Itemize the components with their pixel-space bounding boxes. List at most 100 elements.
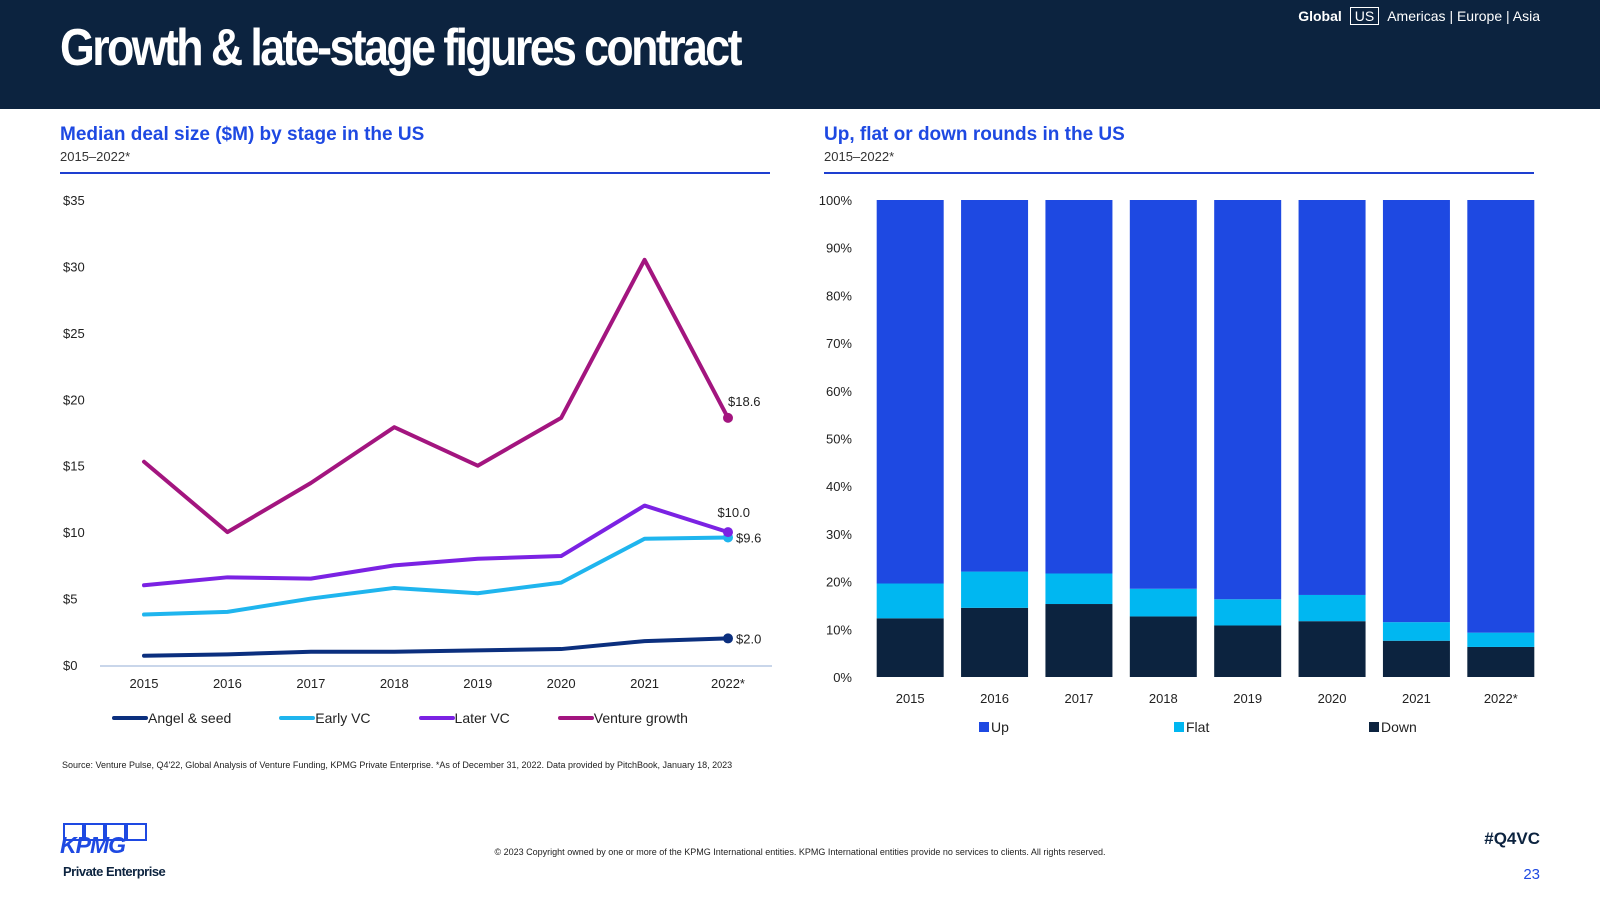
bar-segment-down <box>1467 646 1535 677</box>
legend-label: Up <box>991 719 1009 735</box>
bar-segment-down <box>961 607 1029 677</box>
legend-swatch <box>979 722 989 732</box>
line-chart: $0 $5 $10 $15 $20 $25 $30 $35 2015 2016 2017 2018 20… <box>63 193 772 691</box>
header-bar: Growth & late-stage figures contract Glo… <box>0 0 1600 109</box>
y-tick-label: 100% <box>819 193 853 208</box>
x-tick-label: 2022* <box>711 676 745 691</box>
bar-segment-flat <box>1045 573 1113 605</box>
copyright-text: © 2023 Copyright owned by one or more of… <box>494 847 1106 857</box>
x-tick-label: 2019 <box>463 676 492 691</box>
x-tick-label: 2015 <box>896 691 925 706</box>
bar-segment-flat <box>1129 588 1197 617</box>
x-tick-label: 2016 <box>980 691 1009 706</box>
y-tick-label: 40% <box>826 479 852 494</box>
legend-item-early-vc: Early VC <box>279 710 371 726</box>
bar-segment-up <box>1129 200 1197 589</box>
hashtag: #Q4VC <box>1484 829 1540 848</box>
bar-segment-flat <box>876 583 944 619</box>
line-chart-legend: Angel & seed Early VC Later VC Venture grow… <box>112 710 736 726</box>
bar-segment-down <box>876 618 944 677</box>
data-label-later-vc: $10.0 <box>717 505 750 520</box>
data-point-later-vc <box>723 527 733 538</box>
bar-segment-flat <box>1467 632 1535 647</box>
bar-segment-flat <box>1298 594 1366 622</box>
x-tick-label: 2017 <box>1064 691 1093 706</box>
series-line-later-vc <box>142 503 730 588</box>
bar-segment-up <box>961 200 1029 572</box>
y-tick-label: $25 <box>63 326 85 341</box>
bar-chart-rule <box>824 172 1534 174</box>
y-tick-label: 20% <box>826 575 852 590</box>
y-tick-label: $20 <box>63 392 85 407</box>
x-tick-label: 2018 <box>380 676 409 691</box>
bar-chart-legend: Up Flat Down <box>979 719 1564 735</box>
y-tick-label: 0% <box>833 670 852 685</box>
legend-swatch <box>418 716 455 720</box>
y-tick-label: 80% <box>826 288 852 303</box>
bar-chart-subtitle: 2015–2022* <box>824 149 895 164</box>
legend-label: Flat <box>1186 719 1210 735</box>
legend-item-up: Up <box>979 719 1174 735</box>
bar-segment-flat <box>961 571 1029 608</box>
line-chart-rule <box>60 172 770 174</box>
line-chart-subtitle: 2015–2022* <box>60 149 131 164</box>
bar-segment-down <box>1045 604 1113 677</box>
y-tick-label: $0 <box>63 658 77 673</box>
legend-swatch <box>112 716 148 720</box>
data-label-angel-seed: $2.0 <box>736 631 761 646</box>
y-tick-label: 60% <box>826 384 852 399</box>
y-tick-label: 70% <box>826 336 852 351</box>
legend-item-angel-seed: Angel & seed <box>112 710 231 726</box>
series-line-angel-seed <box>142 636 730 658</box>
nav-us-link[interactable]: US <box>1349 7 1380 25</box>
legend-label: Angel & seed <box>148 710 232 726</box>
bar-segment-up <box>1467 200 1535 633</box>
bar-segment-down <box>1129 616 1197 677</box>
region-nav: Global US Americas | Europe | Asia <box>1298 7 1540 25</box>
bar-segment-up <box>1214 200 1282 600</box>
bar-chart: 0% 10% 20% 30% 40% 50% 60% 70% 80% 90% 100% 2015 201… <box>819 193 1535 706</box>
source-note: Source: Venture Pulse, Q4'22, Global Ana… <box>62 760 733 770</box>
y-tick-label: $30 <box>63 259 85 274</box>
x-tick-label: 2020 <box>547 676 576 691</box>
x-tick-label: 2021 <box>1402 691 1431 706</box>
svg-text:KPMG: KPMG <box>60 832 126 858</box>
legend-label: Early VC <box>315 710 371 726</box>
data-label-venture-growth: $18.6 <box>728 394 761 409</box>
x-tick-label: 2019 <box>1233 691 1262 706</box>
y-tick-label: $35 <box>63 193 85 208</box>
y-tick-label: $15 <box>63 459 85 474</box>
x-tick-label: 2016 <box>213 676 242 691</box>
x-tick-label: 2015 <box>130 676 159 691</box>
page-title: Growth & late-stage figures contract <box>60 19 743 77</box>
nav-regions-link[interactable]: Americas | Europe | Asia <box>1387 8 1540 24</box>
bar-segment-flat <box>1214 599 1282 626</box>
page-number: 23 <box>1523 866 1540 883</box>
bar-segment-down <box>1298 621 1366 677</box>
x-tick-label: 2018 <box>1149 691 1178 706</box>
y-tick-label: 50% <box>826 432 852 447</box>
series-line-venture-growth <box>142 257 730 535</box>
series-line-early-vc <box>142 535 730 617</box>
y-tick-label: 90% <box>826 241 852 256</box>
legend-label: Later VC <box>454 710 510 726</box>
bar-chart-title: Up, flat or down rounds in the US <box>824 124 1125 145</box>
nav-global-link[interactable]: Global <box>1298 8 1342 24</box>
legend-label: Venture growth <box>593 710 688 726</box>
bar-segment-up <box>876 200 944 584</box>
legend-item-flat: Flat <box>1174 719 1369 735</box>
y-tick-label: 30% <box>826 527 852 542</box>
legend-swatch <box>1174 722 1184 732</box>
y-tick-label: 10% <box>826 622 852 637</box>
bar-segment-up <box>1298 200 1366 595</box>
legend-item-later-vc: Later VC <box>418 710 510 726</box>
line-chart-title: Median deal size ($M) by stage in the US <box>60 124 425 145</box>
x-tick-label: 2022* <box>1484 691 1518 706</box>
bar-segment-up <box>1045 200 1113 574</box>
legend-item-venture-growth: Venture growth <box>557 710 688 726</box>
data-point-venture-growth <box>723 412 733 423</box>
bar-segment-flat <box>1382 622 1450 641</box>
kpmg-logo: KPMG Private Enterprise <box>60 823 166 879</box>
svg-text:Private Enterprise: Private Enterprise <box>63 864 166 879</box>
bar-segment-down <box>1382 640 1450 677</box>
